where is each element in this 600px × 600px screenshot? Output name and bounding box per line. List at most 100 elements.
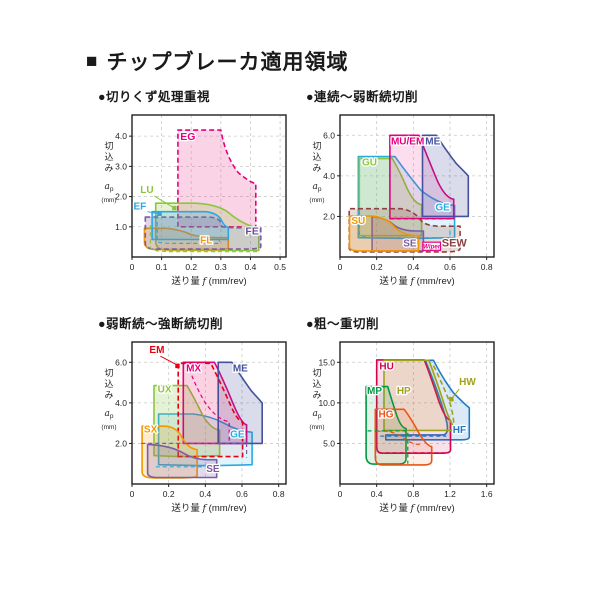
region-label-hp: HP bbox=[397, 386, 411, 397]
region-label-se: SE bbox=[206, 464, 220, 475]
region-marker bbox=[175, 363, 180, 369]
region-boundary-dashed bbox=[156, 214, 220, 244]
page-title: ■ チップブレーカ適用領域 bbox=[86, 46, 600, 76]
x-tick-label: 0.4 bbox=[407, 262, 419, 272]
region-label-sx: SX bbox=[144, 424, 158, 435]
y-axis-unit: (mm) bbox=[309, 424, 324, 431]
chart-panel-interrupted-cutting: ●弱断続～強断続切削 0 0.2 0.4 0.6 0.8 2.0 4.0 6.0 送り量 f (… bbox=[96, 313, 298, 530]
chart-subtitle-interrupted-cutting: ●弱断続～強断続切削 bbox=[98, 317, 224, 331]
region-boundary-dashed bbox=[186, 362, 230, 443]
region-label-me: ME bbox=[233, 363, 248, 374]
region-label-se: SE bbox=[403, 238, 417, 249]
region-label-fe: FE bbox=[245, 226, 258, 238]
x-tick-label: 0.8 bbox=[407, 489, 419, 499]
region-label-fl: FL bbox=[200, 236, 212, 247]
region-label-hg: HG bbox=[379, 409, 394, 420]
y-axis-label: み bbox=[312, 163, 321, 173]
chart-subtitle-chip-disposal: ●切りくず処理重視 bbox=[98, 90, 211, 104]
y-tick-label: 5.0 bbox=[323, 438, 335, 448]
chart-plot-interrupted-cutting: 0 0.2 0.4 0.6 0.8 2.0 4.0 6.0 送り量 f (mm/rev) 切込み a… bbox=[96, 332, 298, 530]
region-label-mx: MX bbox=[186, 363, 201, 374]
x-tick-label: 0.3 bbox=[215, 262, 227, 272]
y-axis-label: 込 bbox=[104, 152, 113, 162]
y-axis-label: 込 bbox=[312, 379, 321, 389]
region-label-eg: EG bbox=[180, 131, 195, 143]
y-axis-label: 切 bbox=[104, 141, 113, 151]
chart-panel-heavy-cutting: ●粗～重切削 0 0.4 0.8 1.2 1.6 5.0 10.0 15.0 送り量 f (mm… bbox=[304, 313, 506, 530]
y-axis-label: 込 bbox=[312, 152, 321, 162]
y-tick-label: 4.0 bbox=[323, 171, 335, 181]
charts-grid: ●切りくず処理重視 0 0.1 0.2 0.3 0.4 0.5 1.0 2.0 3.0 4.0 送り… bbox=[96, 86, 600, 530]
y-axis-unit: (mm) bbox=[101, 424, 116, 431]
x-tick-label: 0.4 bbox=[371, 489, 383, 499]
region-boundary-dashed bbox=[376, 430, 421, 446]
y-tick-label: 1.0 bbox=[115, 222, 127, 232]
y-axis-variable: ap bbox=[313, 409, 322, 420]
wiper-badge bbox=[422, 241, 442, 251]
region-mx bbox=[182, 361, 248, 445]
region-label-mp: MP bbox=[367, 386, 382, 397]
wiper-badge-label: Wiper bbox=[423, 244, 441, 251]
region-se bbox=[146, 443, 218, 479]
chart-plot-continuous-cutting: 0 0.2 0.4 0.6 0.8 2.0 4.0 6.0 送り量 f (mm/rev) 切込み a… bbox=[304, 105, 506, 303]
y-tick-label: 2.0 bbox=[115, 192, 127, 202]
title-square-icon: ■ bbox=[86, 50, 99, 72]
y-tick-label: 15.0 bbox=[318, 357, 335, 367]
x-axis-label: 送り量 f (mm/rev) bbox=[379, 275, 454, 287]
page-title-text: チップブレーカ適用領域 bbox=[106, 51, 349, 74]
y-tick-label: 4.0 bbox=[115, 131, 127, 141]
x-tick-label: 0 bbox=[130, 262, 135, 272]
x-tick-label: 1.2 bbox=[444, 489, 456, 499]
x-tick-label: 0.2 bbox=[371, 262, 383, 272]
region-label-ge: GE bbox=[230, 429, 245, 440]
y-tick-label: 3.0 bbox=[115, 161, 127, 171]
region-ef bbox=[151, 210, 230, 241]
region-boundary-dashed bbox=[155, 464, 217, 468]
x-tick-label: 0.5 bbox=[274, 262, 286, 272]
y-axis-label: 込 bbox=[104, 379, 113, 389]
region-boundary-dashed bbox=[141, 442, 248, 458]
chart-subtitle-heavy-cutting: ●粗～重切削 bbox=[306, 317, 380, 331]
x-tick-label: 0 bbox=[130, 489, 135, 499]
region-fe bbox=[144, 216, 262, 250]
x-tick-label: 0.6 bbox=[236, 489, 248, 499]
region-label-su: SU bbox=[351, 216, 365, 227]
y-axis-variable: ap bbox=[313, 182, 322, 193]
chart-svg: 0 0.2 0.4 0.6 0.8 2.0 4.0 6.0 送り量 f (mm/rev) 切込みa… bbox=[309, 114, 495, 287]
y-tick-label: 2.0 bbox=[323, 211, 335, 221]
label-leader-line bbox=[153, 195, 174, 208]
y-axis-label: 切 bbox=[104, 368, 113, 378]
chart-svg: 0 0.1 0.2 0.3 0.4 0.5 1.0 2.0 3.0 4.0 送り量 f (mm/re… bbox=[101, 114, 287, 287]
plot-frame bbox=[339, 114, 495, 258]
y-axis-label: 切 bbox=[312, 368, 321, 378]
region-label-lu: LU bbox=[140, 185, 153, 196]
chart-plot-chip-disposal: 0 0.1 0.2 0.3 0.4 0.5 1.0 2.0 3.0 4.0 送り量 f (mm/re… bbox=[96, 105, 298, 303]
x-tick-label: 0.6 bbox=[444, 262, 456, 272]
y-axis-variable: ap bbox=[105, 409, 114, 420]
x-tick-label: 0.4 bbox=[199, 489, 211, 499]
region-label-em: EM bbox=[149, 345, 164, 356]
region-label-ge: GE bbox=[435, 202, 450, 213]
chart-plot-heavy-cutting: 0 0.4 0.8 1.2 1.6 5.0 10.0 15.0 送り量 f (mm/rev) 切込… bbox=[304, 332, 506, 530]
x-tick-label: 0.2 bbox=[163, 489, 175, 499]
chart-svg: 0 0.4 0.8 1.2 1.6 5.0 10.0 15.0 送り量 f (mm/rev) 切込… bbox=[309, 341, 495, 514]
region-label-hu: HU bbox=[379, 362, 393, 373]
region-marker bbox=[172, 205, 177, 211]
chart-panel-continuous-cutting: ●連続～弱断続切削 0 0.2 0.4 0.6 0.8 2.0 4.0 6.0 送り量 f (m… bbox=[304, 86, 506, 303]
region-label-sew: SEW bbox=[442, 237, 468, 249]
x-tick-label: 0 bbox=[338, 489, 343, 499]
y-axis-label: み bbox=[104, 163, 113, 173]
label-leader-line bbox=[147, 211, 159, 214]
region-label-hf: HF bbox=[453, 425, 466, 436]
x-tick-label: 0.8 bbox=[481, 262, 493, 272]
region-label-gu: GU bbox=[362, 158, 377, 169]
region-label-ux: UX bbox=[158, 385, 172, 396]
region-marker bbox=[449, 397, 454, 402]
region-su bbox=[348, 215, 420, 252]
y-axis-label: み bbox=[312, 390, 321, 400]
region-me bbox=[421, 134, 470, 218]
region-boundary-dashed bbox=[389, 200, 455, 220]
y-axis-unit: (mm) bbox=[309, 197, 324, 204]
region-hw bbox=[432, 365, 455, 430]
x-tick-label: 0.4 bbox=[245, 262, 257, 272]
